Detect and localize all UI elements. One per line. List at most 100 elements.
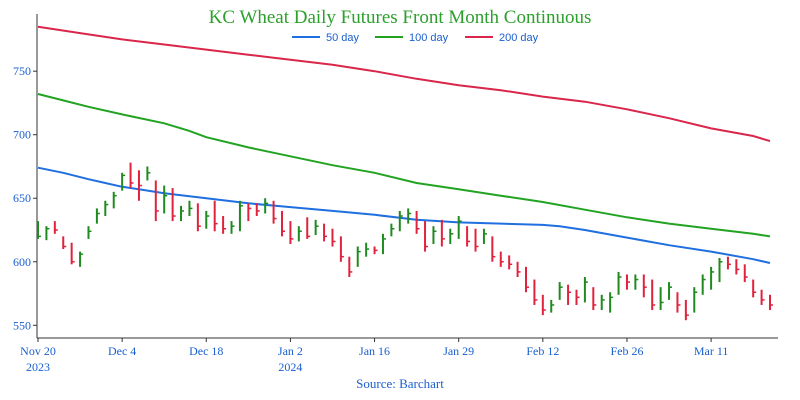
- x-tick-label: Jan 2: [278, 344, 303, 358]
- ohlc-bar: [583, 277, 588, 303]
- ohlc-bar: [70, 242, 75, 265]
- price-bars: [37, 162, 773, 321]
- ohlc-bar: [516, 261, 521, 278]
- ohlc-bar: [238, 200, 243, 232]
- y-tick-label: 600: [13, 255, 31, 269]
- ohlc-bar: [306, 217, 311, 239]
- ohlc-bar: [87, 226, 92, 239]
- ohlc-bar: [62, 236, 67, 250]
- ma-line-100-day: [37, 93, 771, 238]
- legend-label-200-day: 200 day: [499, 32, 539, 44]
- y-tick-label: 700: [13, 128, 31, 142]
- ohlc-bar: [37, 221, 41, 239]
- ohlc-bar: [440, 219, 445, 247]
- ohlc-bar: [769, 294, 773, 311]
- ohlc-bar: [112, 191, 117, 209]
- ohlc-bar: [609, 292, 614, 313]
- x-tick-label: Dec 18: [189, 344, 223, 358]
- x-tick-label: Jan 16: [359, 344, 390, 358]
- x-axis-ticks: Nov 20 2023 Dec 4 Dec 18 Jan 2 2024 Jan 16 Jan …: [20, 338, 728, 374]
- ohlc-bar: [415, 210, 420, 234]
- ohlc-bar: [541, 294, 546, 316]
- ohlc-bar: [163, 185, 168, 214]
- ohlc-bar: [760, 289, 765, 305]
- ohlc-bar: [558, 282, 563, 300]
- ohlc-bar: [95, 208, 100, 224]
- ohlc-bar: [676, 292, 681, 313]
- ohlc-bar: [718, 257, 723, 283]
- x-tick-label: Jan 29: [443, 344, 474, 358]
- ohlc-bar: [398, 210, 403, 232]
- ohlc-bar: [726, 256, 731, 270]
- ohlc-bar: [196, 203, 201, 232]
- ohlc-bar: [205, 210, 210, 229]
- ohlc-bar: [314, 219, 319, 236]
- x-tick-label: Dec 4: [108, 344, 136, 358]
- ohlc-bar: [45, 226, 50, 241]
- ohlc-bar: [154, 180, 159, 222]
- ohlc-bar: [752, 279, 757, 298]
- chart-title: KC Wheat Daily Futures Front Month Conti…: [209, 7, 592, 28]
- ohlc-bar: [432, 226, 437, 244]
- ohlc-bar: [684, 299, 689, 321]
- ohlc-bar: [104, 200, 109, 217]
- ohlc-bar: [213, 200, 218, 232]
- ohlc-bar: [449, 228, 454, 244]
- ohlc-bar: [297, 226, 302, 242]
- ohlc-bar: [281, 210, 285, 237]
- ohlc-bar: [348, 256, 353, 278]
- ohlc-bar: [701, 274, 706, 295]
- ohlc-bar: [466, 226, 471, 247]
- ohlc-bar: [508, 255, 513, 270]
- ohlc-bar: [255, 203, 260, 217]
- ohlc-bar: [567, 284, 572, 305]
- ohlc-bar: [373, 246, 378, 255]
- y-axis-ticks: 550 600 650 700 750: [13, 64, 37, 332]
- ohlc-bar: [693, 287, 698, 313]
- ohlc-bar: [272, 200, 277, 224]
- ohlc-bar: [390, 223, 395, 237]
- y-tick-label: 750: [13, 64, 31, 78]
- ohlc-bar: [53, 221, 58, 234]
- ohlc-bar: [550, 299, 555, 313]
- x-tick-year-label: 2024: [278, 360, 302, 374]
- ohlc-bar: [230, 221, 235, 234]
- ohlc-bar: [617, 271, 622, 295]
- ohlc-bar: [79, 251, 84, 267]
- ohlc-bar: [743, 264, 748, 283]
- ohlc-bar: [668, 282, 673, 300]
- ohlc-bar: [146, 166, 151, 181]
- legend-label-100-day: 100 day: [409, 32, 449, 44]
- ohlc-bar: [499, 251, 504, 267]
- ohlc-bar: [137, 170, 142, 201]
- ohlc-bar: [339, 236, 344, 262]
- ohlc-bar: [381, 233, 386, 255]
- ohlc-bar: [457, 216, 462, 239]
- ohlc-bar: [634, 274, 639, 290]
- ohlc-bar: [592, 287, 597, 311]
- ohlc-bar: [180, 205, 185, 222]
- moving-average-lines: [37, 25, 771, 264]
- ohlc-bar: [710, 266, 715, 290]
- y-tick-label: 550: [13, 318, 31, 332]
- ohlc-bar: [482, 228, 487, 244]
- x-tick-label: Mar 11: [694, 344, 729, 358]
- ohlc-bar: [575, 289, 580, 305]
- x-tick-label: Feb 12: [526, 344, 559, 358]
- ohlc-bar: [407, 208, 412, 224]
- ohlc-bar: [222, 216, 227, 234]
- ohlc-bar: [642, 274, 647, 298]
- ohlc-bar: [188, 200, 193, 217]
- ohlc-bar: [365, 242, 370, 257]
- ohlc-bar: [600, 294, 605, 311]
- ohlc-bar: [356, 246, 361, 267]
- ohlc-bar: [289, 221, 294, 244]
- x-tick-label: Feb 26: [610, 344, 643, 358]
- y-tick-label: 650: [13, 191, 31, 205]
- legend: 50 day 100 day 200 day: [292, 32, 539, 44]
- ma-line-50-day: [37, 166, 771, 264]
- ohlc-bar: [424, 221, 429, 252]
- ohlc-bar: [264, 198, 269, 214]
- ohlc-bar: [525, 266, 529, 293]
